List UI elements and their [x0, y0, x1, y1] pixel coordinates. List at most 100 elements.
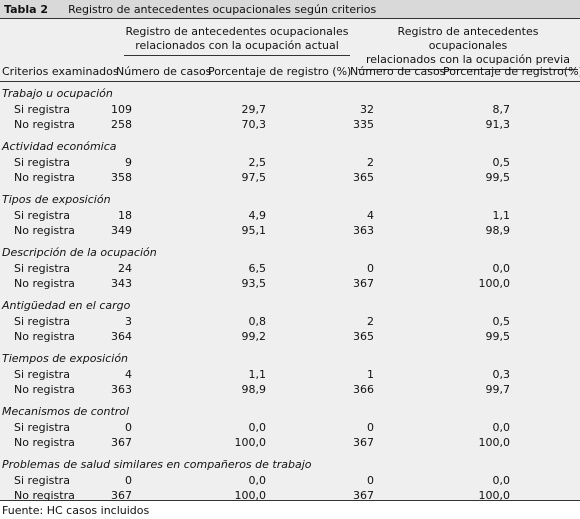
table-row: No registra 364 99,2 365 99,5: [0, 329, 580, 344]
cases-current-cell: 18: [118, 209, 132, 222]
cases-previous-cell: 0: [367, 262, 374, 275]
pct-previous-cell: 0,5: [492, 156, 511, 169]
pct-current-cell: 0,0: [248, 474, 267, 487]
group-header-previous-line2: relacionados con la ocupación previa: [366, 53, 570, 66]
cases-current-cell: 109: [111, 103, 132, 116]
column-header-cases-current: Número de casos: [116, 65, 212, 78]
cases-current-cell: 0: [125, 421, 132, 434]
row-label: No registra: [14, 277, 75, 290]
table-caption: Tabla 2 Registro de antecedentes ocupaci…: [0, 0, 580, 19]
cases-current-cell: 349: [111, 224, 132, 237]
table-row: No registra 258 70,3 335 91,3: [0, 117, 580, 132]
table-row: No registra 367 100,0 367 100,0: [0, 488, 580, 503]
pct-current-cell: 95,1: [241, 224, 267, 237]
group-header-current: Registro de antecedentes ocupacionales r…: [124, 25, 350, 56]
table-row: Si registra 0 0,0 0 0,0: [0, 473, 580, 488]
cases-current-cell: 343: [111, 277, 132, 290]
pct-current-cell: 6,5: [248, 262, 267, 275]
group-header-previous: Registro de antecedentes ocupacionales r…: [358, 25, 578, 70]
pct-previous-cell: 0,0: [492, 421, 511, 434]
pct-previous-cell: 99,5: [485, 171, 511, 184]
pct-previous-cell: 98,9: [485, 224, 511, 237]
table-row: Si registra 24 6,5 0 0,0: [0, 261, 580, 276]
cases-previous-cell: 0: [367, 474, 374, 487]
cases-previous-cell: 32: [360, 103, 374, 116]
pct-previous-cell: 91,3: [485, 118, 511, 131]
table-body: Registro de antecedentes ocupacionales r…: [0, 19, 580, 503]
row-label: No registra: [14, 489, 75, 502]
table-row: Si registra 3 0,8 2 0,5: [0, 314, 580, 329]
table-row: Si registra 18 4,9 4 1,1: [0, 208, 580, 223]
cases-previous-cell: 0: [367, 421, 374, 434]
section-title: Tipos de exposición: [2, 193, 111, 206]
section-title: Problemas de salud similares en compañer…: [2, 458, 312, 471]
section-title: Actividad económica: [2, 140, 117, 153]
column-header-pct-previous: Porcentaje de registro(%): [443, 65, 580, 78]
column-header-row: Criterios examinados Número de casos Por…: [0, 63, 580, 82]
table-row: Si registra 9 2,5 2 0,5: [0, 155, 580, 170]
row-label: Si registra: [14, 368, 70, 381]
table-row: No registra 343 93,5 367 100,0: [0, 276, 580, 291]
table-rows: Trabajo u ocupación Si registra 109 29,7 32 8…: [0, 85, 580, 503]
pct-previous-cell: 8,7: [492, 103, 511, 116]
table-number: Tabla 2: [4, 2, 49, 16]
pct-previous-cell: 100,0: [478, 277, 511, 290]
cases-current-cell: 9: [125, 156, 132, 169]
cases-previous-cell: 4: [367, 209, 374, 222]
table-footer: Fuente: HC casos incluidos: [2, 504, 150, 517]
cases-previous-cell: 366: [353, 383, 374, 396]
row-label: No registra: [14, 330, 75, 343]
cases-current-cell: 358: [111, 171, 132, 184]
cases-previous-cell: 365: [353, 171, 374, 184]
pct-previous-cell: 100,0: [478, 489, 511, 502]
cases-previous-cell: 367: [353, 436, 374, 449]
table-title: Registro de antecedentes ocupacionales s…: [68, 2, 377, 16]
pct-current-cell: 4,9: [248, 209, 267, 222]
row-label: Si registra: [14, 209, 70, 222]
cases-current-cell: 367: [111, 489, 132, 502]
table-row: Si registra 0 0,0 0 0,0: [0, 420, 580, 435]
pct-previous-cell: 0,0: [492, 474, 511, 487]
row-label: No registra: [14, 224, 75, 237]
cases-current-cell: 367: [111, 436, 132, 449]
row-label: Si registra: [14, 156, 70, 169]
row-label: Si registra: [14, 474, 70, 487]
pct-previous-cell: 100,0: [478, 436, 511, 449]
cases-current-cell: 363: [111, 383, 132, 396]
row-label: No registra: [14, 118, 75, 131]
pct-current-cell: 29,7: [241, 103, 267, 116]
pct-current-cell: 100,0: [234, 436, 267, 449]
cases-previous-cell: 367: [353, 277, 374, 290]
pct-current-cell: 2,5: [248, 156, 267, 169]
row-label: No registra: [14, 436, 75, 449]
table-row: Si registra 109 29,7 32 8,7: [0, 102, 580, 117]
cases-previous-cell: 335: [353, 118, 374, 131]
group-header-current-line2: relacionados con la ocupación actual: [135, 39, 339, 52]
cases-previous-cell: 363: [353, 224, 374, 237]
pct-current-cell: 0,0: [248, 421, 267, 434]
table-row: No registra 349 95,1 363 98,9: [0, 223, 580, 238]
pct-previous-cell: 0,5: [492, 315, 511, 328]
cases-current-cell: 24: [118, 262, 132, 275]
pct-previous-cell: 0,3: [492, 368, 511, 381]
cases-current-cell: 364: [111, 330, 132, 343]
column-header-pct-current: Porcentaje de registro (%): [208, 65, 352, 78]
column-header-criteria: Criterios examinados: [2, 65, 119, 78]
pct-current-cell: 99,2: [241, 330, 267, 343]
pct-current-cell: 93,5: [241, 277, 267, 290]
row-label: No registra: [14, 171, 75, 184]
table-row: No registra 367 100,0 367 100,0: [0, 435, 580, 450]
pct-previous-cell: 99,7: [485, 383, 511, 396]
group-header-previous-line1: Registro de antecedentes ocupacionales: [397, 25, 539, 52]
column-header-cases-previous: Número de casos: [350, 65, 446, 78]
section-title: Mecanismos de control: [2, 405, 130, 418]
pct-current-cell: 98,9: [241, 383, 267, 396]
pct-previous-cell: 99,5: [485, 330, 511, 343]
row-label: No registra: [14, 383, 75, 396]
group-header-current-line1: Registro de antecedentes ocupacionales: [125, 25, 349, 38]
row-label: Si registra: [14, 262, 70, 275]
cases-previous-cell: 365: [353, 330, 374, 343]
pct-current-cell: 1,1: [248, 368, 267, 381]
cases-current-cell: 258: [111, 118, 132, 131]
